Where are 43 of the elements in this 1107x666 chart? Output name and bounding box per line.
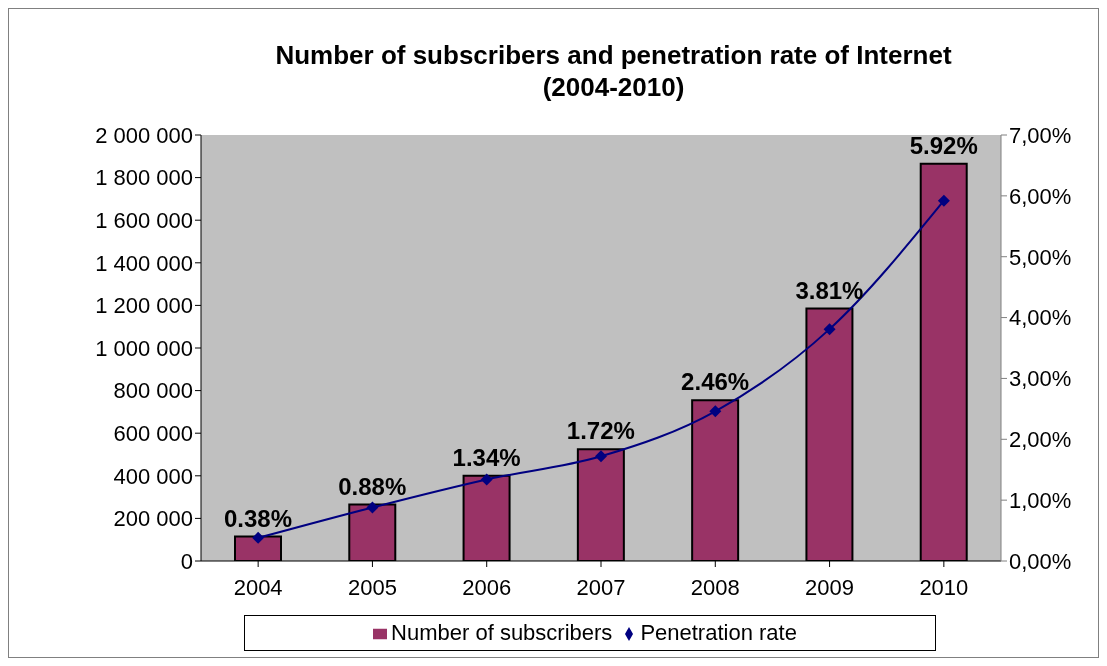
point: [709, 405, 722, 418]
y-tick-label: 200 000: [113, 506, 193, 532]
y2-tick-label: 2,00%: [1009, 427, 1072, 453]
y-tick-label: 600 000: [113, 421, 193, 447]
y-tick-label: 800 000: [113, 378, 193, 404]
y2-tick-label: 7,00%: [1009, 122, 1072, 148]
point: [937, 194, 950, 207]
y2-tick-label: 3,00%: [1009, 366, 1072, 392]
y2-tick-label: 6,00%: [1009, 183, 1072, 209]
data-label: 5.92%: [909, 131, 978, 159]
y-tick-label: 2 000 000: [95, 122, 193, 148]
y-tick-label: 1 400 000: [95, 250, 193, 276]
point: [823, 323, 836, 336]
y-tick-label: 1 600 000: [95, 208, 193, 234]
x-tick-label: 2005: [347, 574, 397, 600]
y2-tick-label: 4,00%: [1009, 305, 1072, 331]
data-label: 1.72%: [566, 417, 635, 445]
legend-label: Number of subscribers: [391, 620, 613, 645]
x-tick-label: 2006: [462, 574, 512, 600]
y-tick-label: 0: [180, 548, 193, 574]
y2-tick-label: 5,00%: [1009, 244, 1072, 270]
y-tick-label: 400 000: [113, 463, 193, 489]
point: [366, 501, 379, 514]
point: [595, 450, 607, 463]
data-label: 1.34%: [452, 443, 521, 471]
x-tick-label: 2008: [690, 574, 740, 600]
data-label: 3.81%: [795, 276, 864, 304]
y2-tick-label: 0,00%: [1009, 548, 1072, 574]
y-tick-label: 1 000 000: [95, 335, 193, 361]
chart-title: Number of subscribers and penetration rate of Internet (2004-2010): [274, 39, 953, 103]
y-tick-label: 1 200 000: [95, 293, 193, 319]
legend-label: Penetration rate: [640, 620, 797, 645]
point: [480, 473, 493, 486]
data-label: 2.46%: [681, 368, 750, 396]
data-label: 0.88%: [338, 472, 407, 500]
x-tick-label: 2007: [576, 574, 626, 600]
x-tick-label: 2009: [805, 574, 855, 600]
data-label: 0.38%: [223, 504, 293, 532]
y2-tick-label: 1,00%: [1009, 487, 1072, 513]
y-tick-label: 1 800 000: [95, 165, 193, 191]
point: [252, 531, 265, 544]
x-tick-label: 2004: [233, 574, 283, 600]
x-tick-label: 2010: [919, 574, 969, 600]
